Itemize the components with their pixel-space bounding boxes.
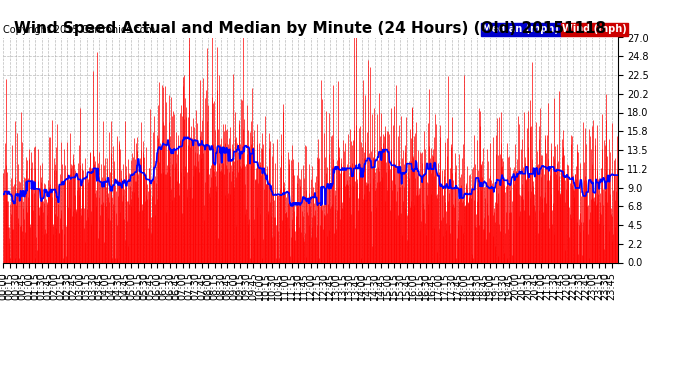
Text: Median (mph): Median (mph): [482, 24, 559, 34]
Text: Copyright 2015 Cartronics.com: Copyright 2015 Cartronics.com: [3, 25, 155, 35]
Title: Wind Speed Actual and Median by Minute (24 Hours) (Old) 20151118: Wind Speed Actual and Median by Minute (…: [14, 21, 607, 36]
Text: Wind (mph): Wind (mph): [562, 24, 627, 34]
